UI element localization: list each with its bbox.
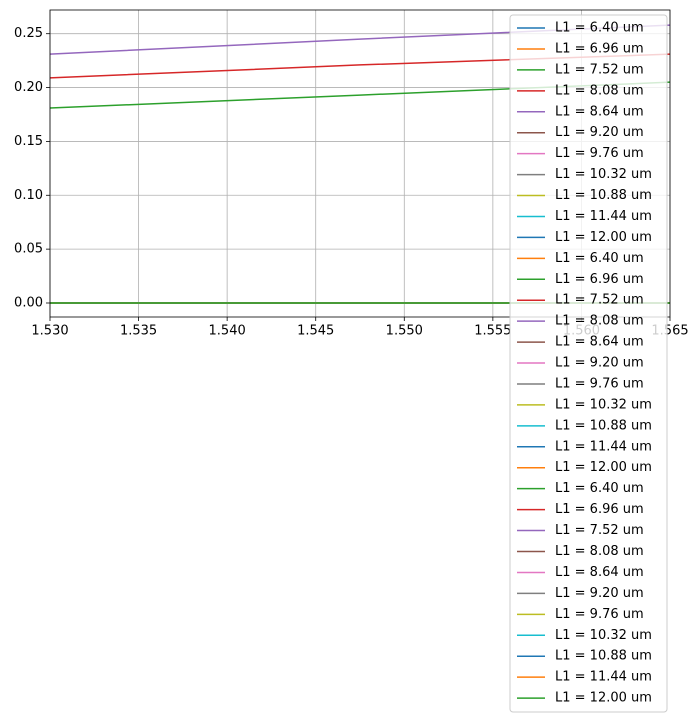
legend-label: L1 = 6.96 um bbox=[555, 41, 644, 56]
y-tick-label: 0.15 bbox=[14, 134, 43, 149]
legend-label: L1 = 10.88 um bbox=[555, 649, 652, 664]
y-tick-label: 0.10 bbox=[14, 188, 43, 203]
legend-label: L1 = 9.76 um bbox=[555, 376, 644, 391]
legend-label: L1 = 8.64 um bbox=[555, 565, 644, 580]
legend-label: L1 = 11.44 um bbox=[555, 670, 652, 685]
legend-label: L1 = 12.00 um bbox=[555, 460, 652, 475]
legend-label: L1 = 9.76 um bbox=[555, 607, 644, 622]
y-tick-label: 0.25 bbox=[14, 26, 43, 41]
legend-label: L1 = 6.96 um bbox=[555, 502, 644, 517]
legend-label: L1 = 9.76 um bbox=[555, 146, 644, 161]
x-tick-label: 1.530 bbox=[31, 324, 68, 339]
x-tick-label: 1.540 bbox=[209, 324, 246, 339]
plot-frame bbox=[49, 9, 671, 318]
y-tick-label: 0.20 bbox=[14, 80, 43, 95]
legend-label: L1 = 11.44 um bbox=[555, 209, 652, 224]
legend-label: L1 = 6.40 um bbox=[555, 21, 644, 36]
legend-label: L1 = 11.44 um bbox=[555, 439, 652, 454]
legend-label: L1 = 8.64 um bbox=[555, 335, 644, 350]
x-tick-label: 1.550 bbox=[386, 324, 423, 339]
y-tick-label: 0.05 bbox=[14, 242, 43, 257]
x-tick-label: 1.535 bbox=[120, 324, 157, 339]
legend-label: L1 = 8.08 um bbox=[555, 83, 644, 98]
legend-label: L1 = 8.08 um bbox=[555, 544, 644, 559]
legend-label: L1 = 10.88 um bbox=[555, 418, 652, 433]
legend-label: L1 = 9.20 um bbox=[555, 356, 644, 371]
legend-label: L1 = 10.88 um bbox=[555, 188, 652, 203]
x-tick-label: 1.555 bbox=[474, 324, 511, 339]
legend-box bbox=[509, 14, 668, 713]
legend-label: L1 = 9.20 um bbox=[555, 125, 644, 140]
legend-label: L1 = 9.20 um bbox=[555, 586, 644, 601]
legend-label: L1 = 10.32 um bbox=[555, 628, 652, 643]
legend-label: L1 = 7.52 um bbox=[555, 523, 644, 538]
legend-label: L1 = 10.32 um bbox=[555, 167, 652, 182]
legend-label: L1 = 10.32 um bbox=[555, 397, 652, 412]
legend-label: L1 = 12.00 um bbox=[555, 230, 652, 245]
legend-label: L1 = 7.52 um bbox=[555, 62, 644, 77]
legend-label: L1 = 8.64 um bbox=[555, 104, 644, 119]
legend-label: L1 = 6.40 um bbox=[555, 251, 644, 266]
x-tick-label: 1.545 bbox=[297, 324, 334, 339]
legend-label: L1 = 6.40 um bbox=[555, 481, 644, 496]
legend-label: L1 = 12.00 um bbox=[555, 691, 652, 706]
legend-label: L1 = 8.08 um bbox=[555, 314, 644, 329]
legend-label: L1 = 6.96 um bbox=[555, 272, 644, 287]
y-tick-label: 0.00 bbox=[14, 295, 43, 310]
legend-label: L1 = 7.52 um bbox=[555, 293, 644, 308]
